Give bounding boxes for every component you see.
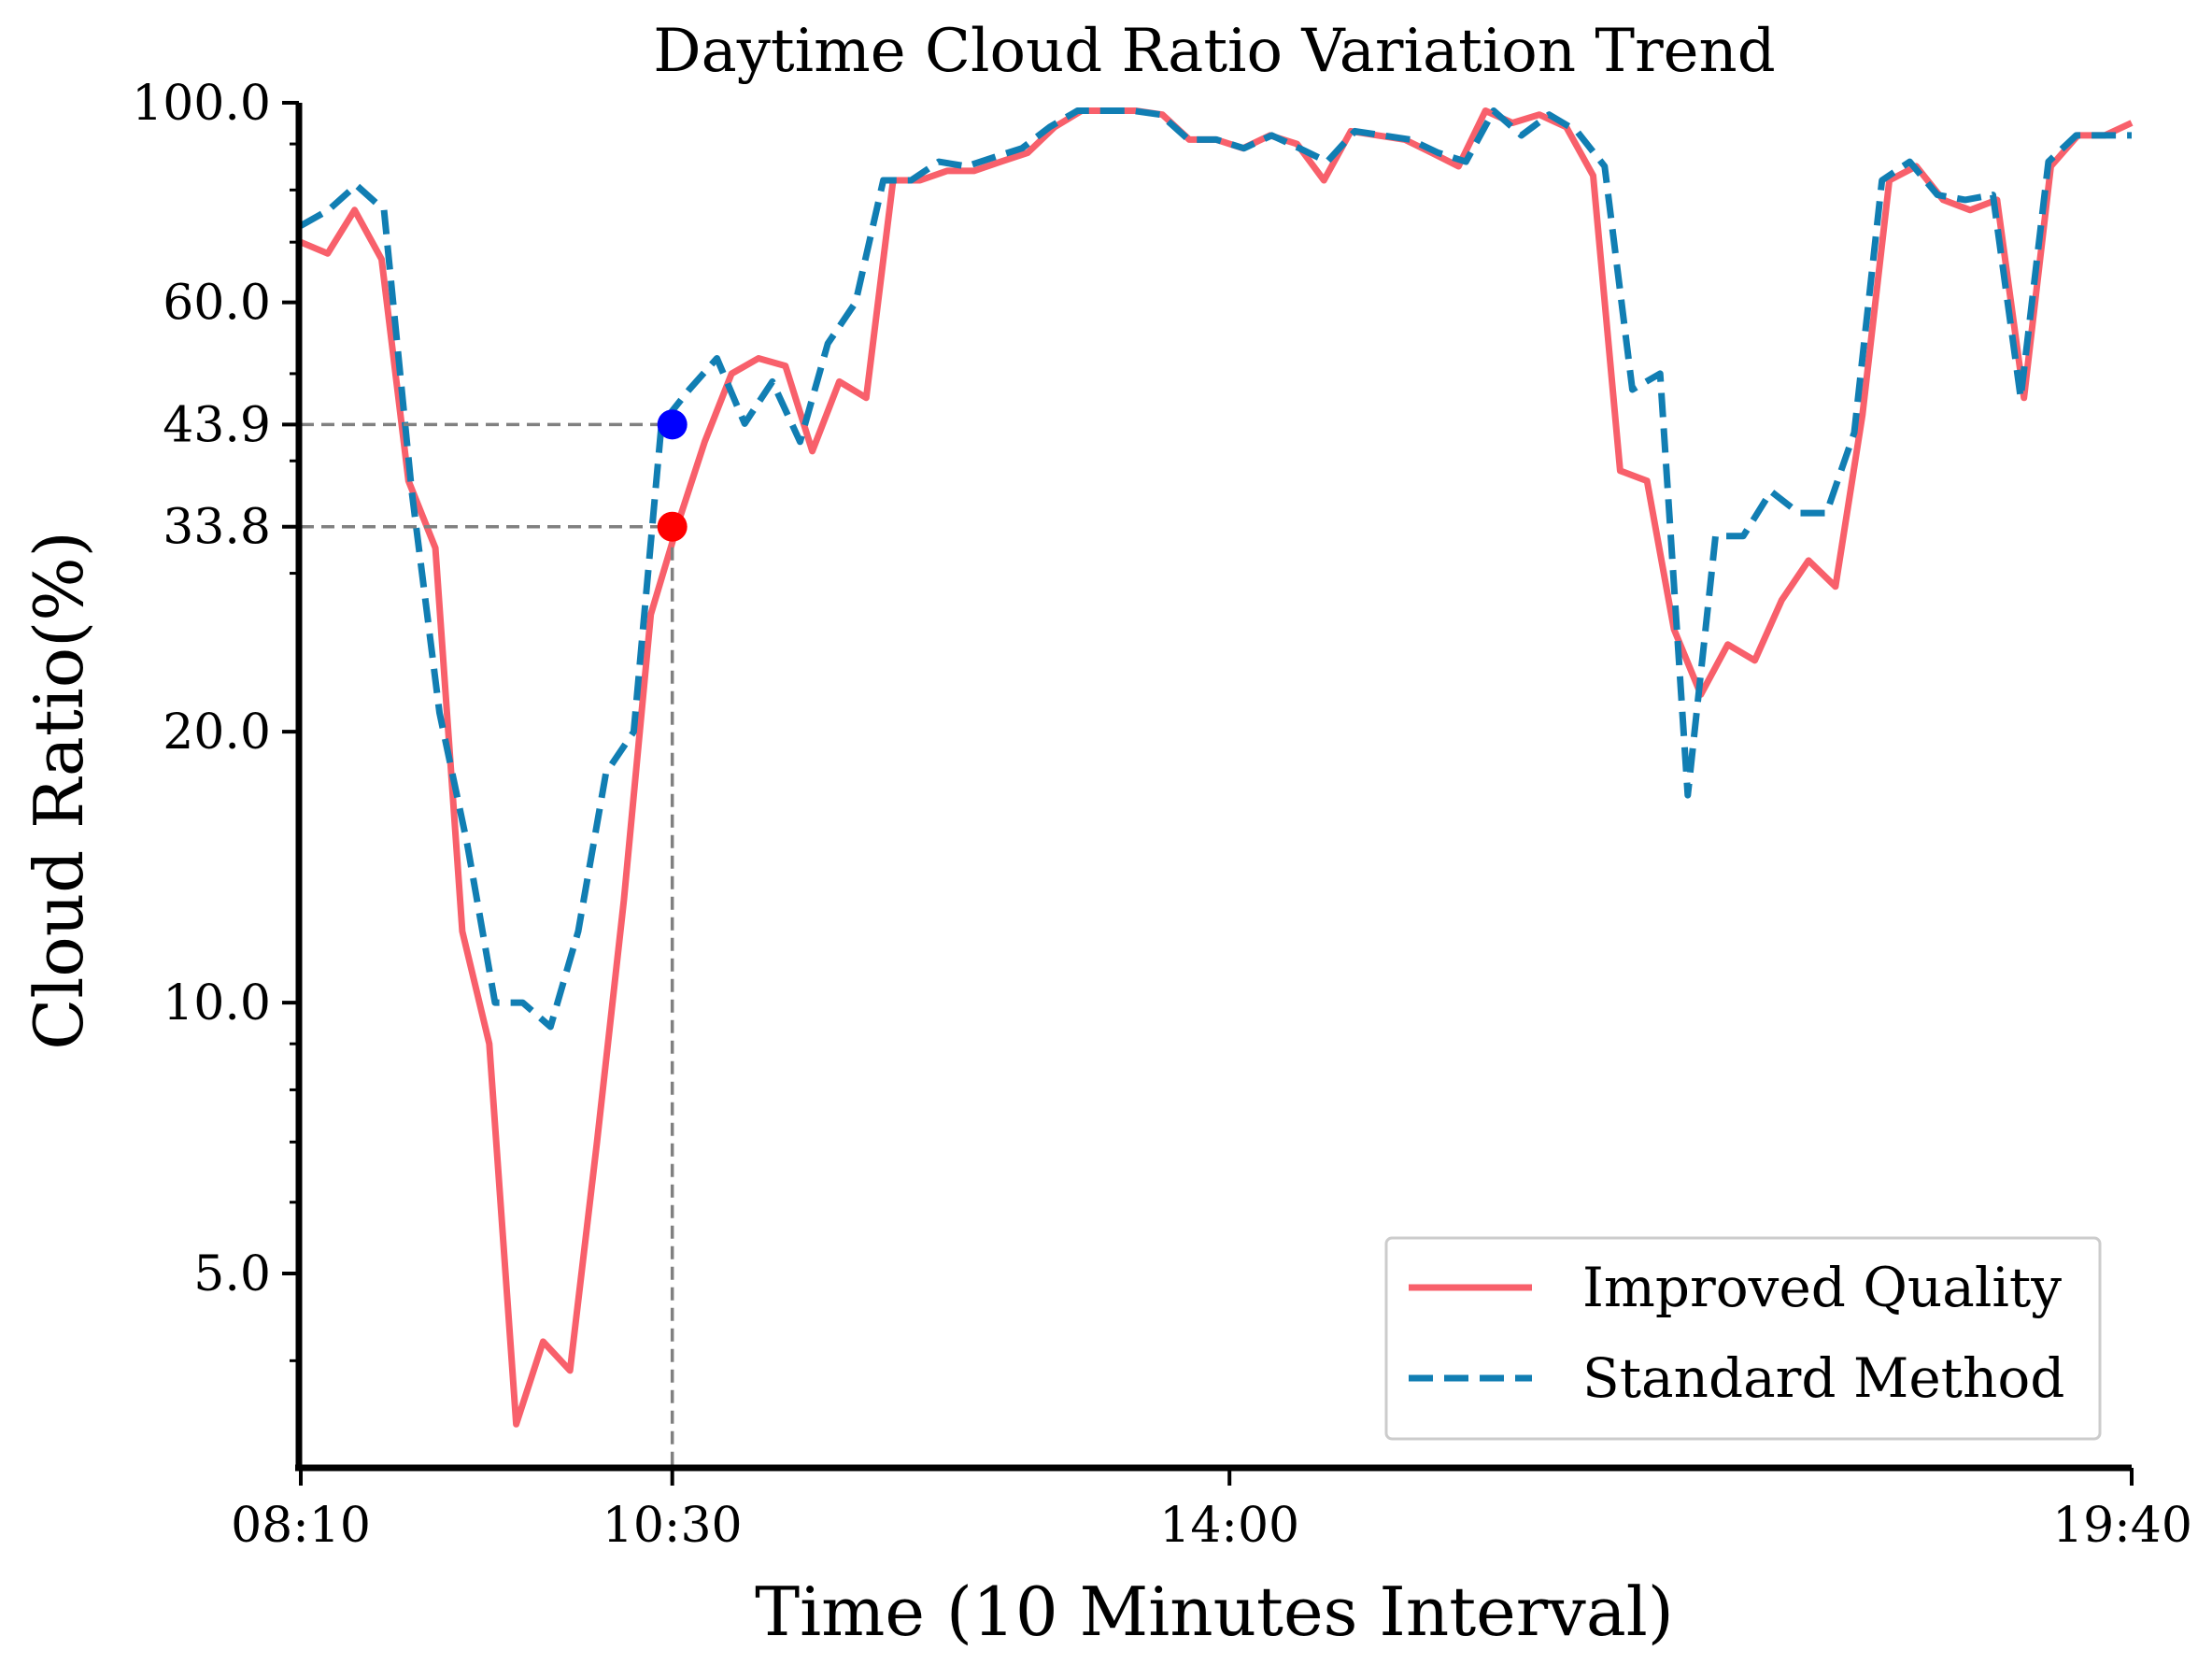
legend-label-improved-quality: Improved Quality bbox=[1582, 1256, 2062, 1319]
legend: Improved Quality Standard Method bbox=[1384, 1236, 2102, 1441]
y-tick-label: 20.0 bbox=[163, 704, 271, 761]
x-tick-label: 14:00 bbox=[1159, 1498, 1299, 1554]
series-line-improved-quality bbox=[299, 107, 2134, 1428]
chart-title: Daytime Cloud Ratio Variation Trend bbox=[653, 17, 1775, 86]
y-tick-label: 5.0 bbox=[193, 1246, 271, 1302]
y-tick-label: 60.0 bbox=[163, 276, 271, 332]
highlight-guides bbox=[301, 422, 674, 1468]
x-axis-label: Time (10 Minutes Interval) bbox=[755, 1572, 1674, 1651]
x-tick-label: 19:40 bbox=[2052, 1498, 2192, 1554]
legend-label-standard-method: Standard Method bbox=[1582, 1346, 2064, 1410]
highlight-point-standard-method bbox=[657, 409, 688, 440]
series-line-standard-method bbox=[299, 107, 2132, 1031]
y-axis-label: Cloud Ratio(%) bbox=[20, 531, 98, 1050]
y-ticks: 5.0 10.0 20.0 33.8 43.9 60.0 100.0 bbox=[132, 76, 299, 1362]
highlight-points bbox=[657, 409, 688, 542]
highlight-point-improved-quality bbox=[657, 511, 688, 542]
y-tick-label: 10.0 bbox=[163, 975, 271, 1032]
y-tick-label: 43.9 bbox=[163, 397, 271, 453]
x-tick-label: 08:10 bbox=[231, 1498, 371, 1554]
y-tick-label: 33.8 bbox=[163, 500, 271, 556]
plot-lines bbox=[299, 107, 2134, 1428]
legend-box bbox=[1384, 1236, 2102, 1441]
y-tick-label: 100.0 bbox=[132, 76, 271, 132]
x-ticks: 08:10 10:30 14:00 19:40 bbox=[231, 1468, 2192, 1554]
x-tick-label: 10:30 bbox=[603, 1498, 743, 1554]
